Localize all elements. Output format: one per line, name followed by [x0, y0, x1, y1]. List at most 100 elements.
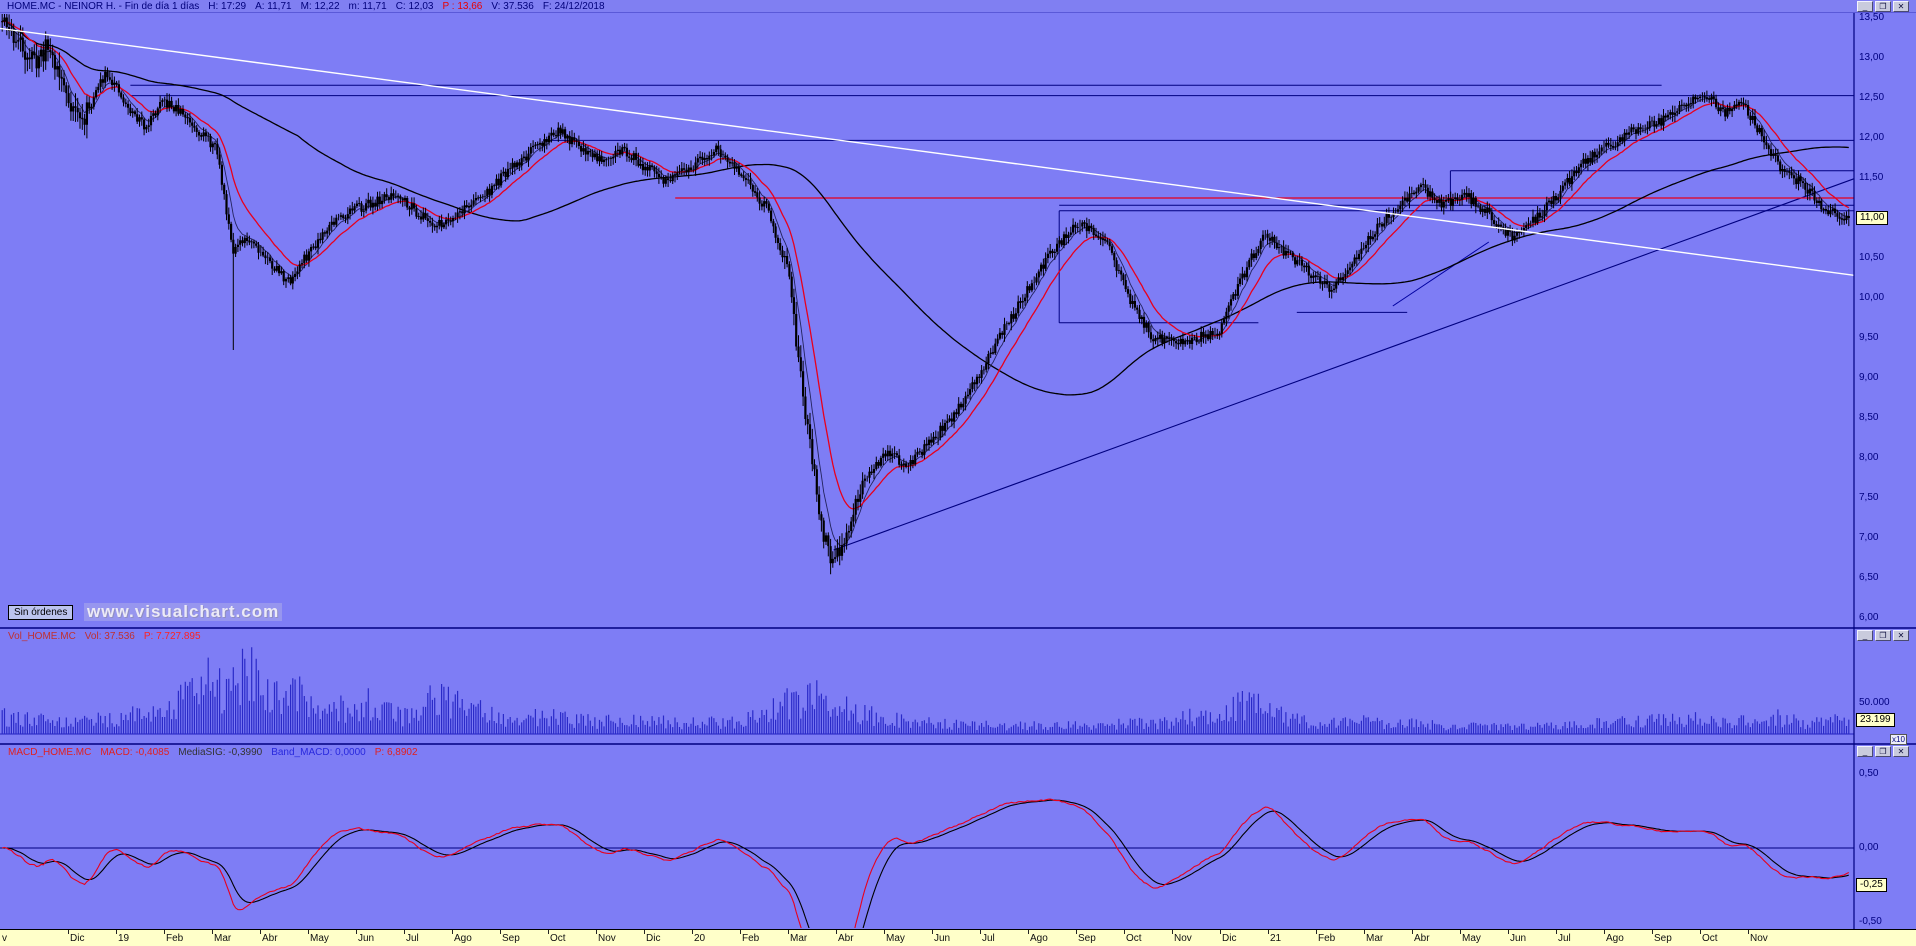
time-axis-label-34-Sep: Sep — [1654, 933, 1672, 944]
price-panel-window-controls: _ ❐ ✕ — [1857, 1, 1909, 12]
candle-bodies — [1, 17, 1850, 564]
price-panel-minimize-button[interactable]: _ — [1857, 1, 1873, 12]
time-axis-label-15-Feb: Feb — [742, 933, 760, 944]
ascending-trendline — [833, 178, 1854, 551]
time-axis-tick — [1748, 930, 1749, 934]
time-axis-tick — [740, 930, 741, 934]
time-axis-label-24-Nov: Nov — [1174, 933, 1192, 944]
time-axis-tick — [500, 930, 501, 934]
no-orders-button[interactable]: Sin órdenes — [8, 605, 74, 620]
macd-value-marker: -0,25 — [1856, 878, 1887, 892]
title-segment-1: H: 17:29 — [208, 1, 247, 12]
title-segment-8: F: 24/12/2018 — [542, 1, 605, 12]
macd-line — [2, 798, 1850, 928]
time-axis-label-22-Sep: Sep — [1078, 933, 1096, 944]
macd-panel-restore-button[interactable]: ❐ — [1875, 746, 1891, 757]
time-axis-label-0-v: v — [2, 933, 7, 944]
time-axis-label-32-Jul: Jul — [1558, 933, 1571, 944]
macd-signal-line — [2, 799, 1849, 928]
time-axis-tick — [1652, 930, 1653, 934]
macd-tick-0,00: 0,00 — [1859, 842, 1879, 853]
candles-layer[interactable] — [1, 8, 1850, 575]
macd-panel-close-button[interactable]: ✕ — [1893, 746, 1909, 757]
time-axis-label-28-Mar: Mar — [1366, 933, 1384, 944]
time-axis-label-26-21: 21 — [1270, 933, 1282, 944]
visualchart-watermark: www.visualchart.com — [84, 603, 283, 621]
time-axis-tick — [260, 930, 261, 934]
volume-tick-50.000: 50.000 — [1859, 697, 1890, 708]
time-axis-label-14-20: 20 — [694, 933, 706, 944]
time-axis-tick — [356, 930, 357, 934]
time-axis-label-35-Oct: Oct — [1702, 933, 1718, 944]
slow-moving-average — [1, 18, 1849, 396]
title-bar: HOME.MC - NEINOR H. - Fin de día 1 días H… — [0, 0, 1916, 13]
time-axis-label-17-Abr: Abr — [838, 933, 854, 944]
time-axis-tick — [596, 930, 597, 934]
time-axis[interactable]: v Dic 19 Feb Mar Abr May Jun Jul Ago Sep Oct Nov Dic 2… — [0, 929, 1916, 946]
title-segment-7: V: 37.536 — [491, 1, 534, 12]
time-axis-tick — [644, 930, 645, 934]
macd-tick--0,50: -0,50 — [1859, 916, 1882, 927]
macd-header-segment-3: Band_MACD: 0,0000 — [271, 747, 366, 758]
time-axis-label-12-Nov: Nov — [598, 933, 616, 944]
time-axis-tick — [1028, 930, 1029, 934]
price-panel-restore-button[interactable]: ❐ — [1875, 1, 1891, 12]
price-panel-close-button[interactable]: ✕ — [1893, 1, 1909, 12]
time-axis-label-7-Jun: Jun — [358, 933, 375, 944]
time-axis-tick — [932, 930, 933, 934]
price-tick-13,50: 13,50 — [1859, 12, 1885, 23]
time-axis-tick — [980, 930, 981, 934]
volume-bars-layer[interactable] — [1, 647, 1850, 734]
time-axis-label-21-Ago: Ago — [1030, 933, 1048, 944]
price-tick-6,50: 6,50 — [1859, 572, 1879, 583]
title-segment-2: A: 11,71 — [255, 1, 292, 12]
time-axis-tick — [116, 930, 117, 934]
time-axis-label-19-Jun: Jun — [934, 933, 951, 944]
descending-trendline — [0, 27, 1854, 277]
title-segment-6: P : 13,66 — [442, 1, 483, 12]
time-axis-tick — [1556, 930, 1557, 934]
time-axis-label-11-Oct: Oct — [550, 933, 566, 944]
last-price-marker: 11,00 — [1856, 211, 1889, 225]
time-axis-label-20-Jul: Jul — [982, 933, 995, 944]
volume-panel-minimize-button[interactable]: _ — [1857, 630, 1873, 641]
time-axis-label-16-Mar: Mar — [790, 933, 808, 944]
volume-bars — [1, 647, 1850, 734]
price-tick-10,50: 10,50 — [1859, 252, 1885, 263]
mid-moving-average — [2, 20, 1849, 546]
macd-panel-minimize-button[interactable]: _ — [1857, 746, 1873, 757]
time-axis-tick — [1508, 930, 1509, 934]
last-volume-marker: 23.199 — [1856, 712, 1895, 727]
fast-moving-average — [2, 20, 1850, 510]
time-axis-tick — [212, 930, 213, 934]
time-axis-tick — [1460, 930, 1461, 934]
macd-header-segment-4: P: 6,8902 — [374, 747, 418, 758]
price-tick-11,50: 11,50 — [1859, 172, 1884, 183]
time-axis-tick — [1220, 930, 1221, 934]
time-axis-tick — [1604, 930, 1605, 934]
time-axis-tick — [692, 930, 693, 934]
macd-header-segment-0: MACD_HOME.MC — [8, 747, 92, 758]
volume-scale-multiplier: x10 — [1890, 734, 1907, 745]
time-axis-tick — [1316, 930, 1317, 934]
moving-averages-layer — [1, 18, 1850, 546]
ascending-segment — [1392, 241, 1490, 307]
time-axis-label-31-Jun: Jun — [1510, 933, 1527, 944]
volume-panel-close-button[interactable]: ✕ — [1893, 630, 1909, 641]
macd-header-segment-1: MACD: -0,4085 — [100, 747, 170, 758]
time-axis-tick — [788, 930, 789, 934]
time-axis-tick — [308, 930, 309, 934]
price-tick-13,00: 13,00 — [1859, 52, 1885, 63]
time-axis-tick — [1412, 930, 1413, 934]
time-axis-label-13-Dic: Dic — [646, 933, 661, 944]
time-axis-label-27-Feb: Feb — [1318, 933, 1336, 944]
time-axis-tick — [164, 930, 165, 934]
price-tick-6,00: 6,00 — [1859, 612, 1879, 623]
volume-panel-restore-button[interactable]: ❐ — [1875, 630, 1891, 641]
macd-tick-0,50: 0,50 — [1859, 768, 1879, 779]
time-axis-tick — [1364, 930, 1365, 934]
volume-panel-window-controls: _ ❐ ✕ — [1857, 630, 1909, 641]
time-axis-tick — [404, 930, 405, 934]
price-tick-9,00: 9,00 — [1859, 372, 1879, 383]
